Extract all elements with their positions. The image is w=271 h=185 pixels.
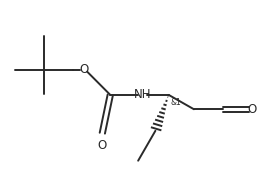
Text: NH: NH [133, 88, 151, 101]
Text: &1: &1 [170, 98, 181, 107]
Text: O: O [79, 63, 88, 76]
Text: O: O [98, 139, 107, 152]
Text: O: O [248, 103, 257, 116]
